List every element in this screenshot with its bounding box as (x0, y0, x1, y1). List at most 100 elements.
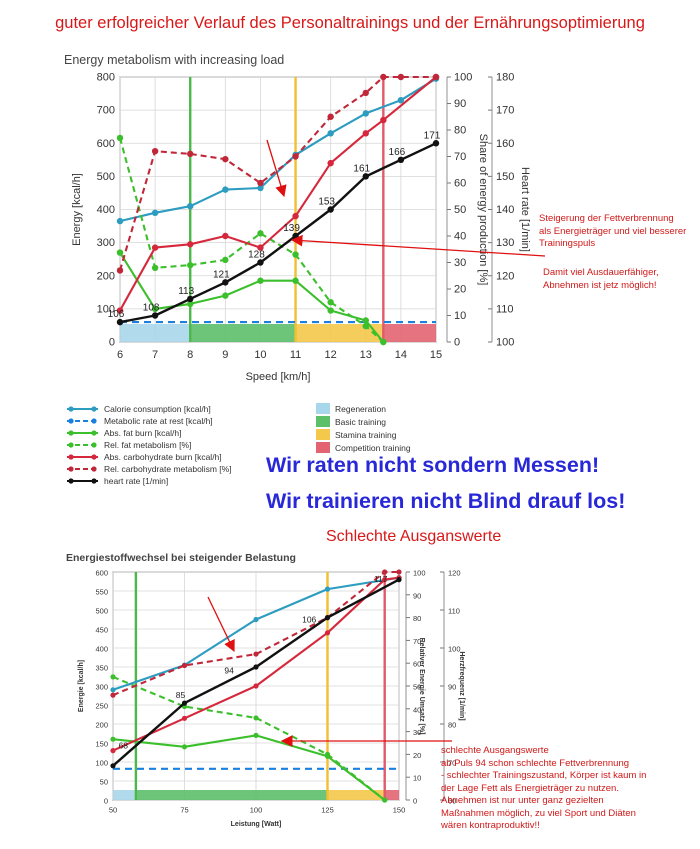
point-label: 68 (119, 740, 129, 750)
page-header: guter erfolgreicher Verlauf des Personal… (55, 14, 645, 32)
data-point (292, 212, 299, 220)
legend-marker (68, 430, 74, 436)
y-tick-label: 350 (95, 664, 108, 673)
data-point (324, 586, 331, 592)
data-point (116, 249, 124, 256)
right-tick-label: 70 (413, 637, 421, 646)
legend-label: Calorie consumption [kcal/h] (104, 404, 211, 414)
note-line: als Energieträger und viel besserer (539, 225, 687, 237)
x-axis-label: Speed [km/h] (246, 371, 311, 383)
data-point (253, 664, 259, 670)
y-tick-label: 500 (95, 607, 108, 616)
chart-bottom: Energiestoffwechsel bei steigender Belas… (66, 552, 465, 828)
legend-marker (91, 442, 97, 448)
data-point (116, 217, 124, 225)
zone-bar (383, 324, 436, 342)
right-tick-label: 100 (413, 569, 426, 578)
point-label: 161 (353, 163, 370, 174)
right2-tick-label: 140 (496, 204, 514, 216)
point-label: 153 (318, 197, 335, 208)
legend-zone-swatch (316, 429, 330, 440)
chart-title: Energiestoffwechsel bei steigender Belas… (66, 552, 296, 564)
x-tick-label: 150 (393, 806, 406, 815)
arrow-pulse-94 (207, 596, 235, 653)
right2-tick-label: 110 (448, 607, 460, 616)
legend-marker (91, 418, 97, 424)
data-point (222, 279, 229, 286)
y-tick-label: 50 (100, 778, 108, 787)
legend-zone-swatch (316, 416, 330, 427)
data-point (257, 179, 264, 187)
data-point (382, 577, 388, 583)
point-label: 171 (424, 130, 441, 141)
y-tick-label: 0 (109, 337, 115, 349)
data-point (151, 264, 159, 271)
series-line (119, 77, 437, 223)
zone-bar (327, 790, 385, 800)
right2-tick-label: 90 (448, 683, 456, 692)
data-point (110, 763, 116, 769)
right-tick-label: 40 (413, 705, 421, 714)
x-tick-label: 15 (430, 349, 442, 361)
data-point (151, 148, 159, 155)
slogan-line-2: Wir trainieren nicht Blind drauf los! (266, 489, 626, 513)
legend-marker (91, 478, 97, 484)
data-point (181, 715, 188, 721)
right-tick-label: 20 (413, 751, 421, 760)
zone-bar (120, 324, 191, 342)
series-line (119, 76, 437, 312)
zone-bar (295, 324, 384, 342)
y-tick-label: 200 (97, 270, 115, 282)
right2-tick-label: 120 (496, 270, 514, 282)
y-tick-label: 550 (95, 588, 108, 597)
x-tick-label: 100 (250, 806, 263, 815)
note-line: Maßnahmen möglich, zu viel Sport und Diä… (441, 807, 636, 819)
data-point (324, 615, 331, 621)
legend-zone-swatch (316, 442, 330, 453)
data-point (222, 186, 229, 193)
right2-tick-label: 120 (448, 569, 461, 578)
data-point (362, 317, 369, 324)
data-point (110, 692, 116, 698)
data-point (362, 89, 369, 97)
data-point (187, 202, 194, 210)
data-point (327, 299, 334, 306)
zone-bar (135, 790, 328, 800)
data-point (110, 736, 116, 742)
note-line: wären kontraproduktiv!! (441, 820, 540, 831)
data-point (257, 230, 264, 237)
right2-tick-label: 80 (448, 721, 456, 730)
data-point (222, 155, 229, 163)
legend-marker (91, 430, 97, 436)
zone-bar (190, 324, 296, 342)
chart-title: Energy metabolism with increasing load (64, 53, 284, 67)
data-point (181, 700, 188, 706)
legend-marker (68, 442, 74, 448)
x-axis-label: Leistung [Watt] (231, 821, 282, 828)
point-label: 106 (302, 614, 316, 624)
legend-marker (91, 454, 97, 460)
note-line: Damit viel Ausdauerfähiger, (543, 267, 659, 278)
y-tick-label: 400 (95, 645, 108, 654)
data-point (253, 683, 259, 689)
right2-tick-label: 170 (496, 105, 514, 117)
x-tick-label: 50 (109, 806, 117, 815)
data-point (327, 113, 334, 120)
data-point (181, 744, 188, 750)
legend-marker (68, 418, 74, 424)
data-point (222, 292, 229, 299)
data-point (292, 251, 299, 258)
data-point (362, 322, 369, 330)
data-point (432, 140, 440, 147)
legend-zone-label: Basic training (335, 417, 386, 427)
data-point (327, 130, 334, 137)
point-label: 166 (389, 147, 406, 158)
legend-marker (68, 466, 74, 472)
x-tick-label: 12 (325, 349, 337, 361)
right2-tick-label: 130 (496, 237, 514, 249)
y-tick-label: 300 (97, 237, 115, 249)
right-tick-label: 100 (454, 72, 472, 84)
data-point (362, 110, 369, 117)
data-point (151, 209, 159, 217)
data-point (187, 150, 194, 158)
